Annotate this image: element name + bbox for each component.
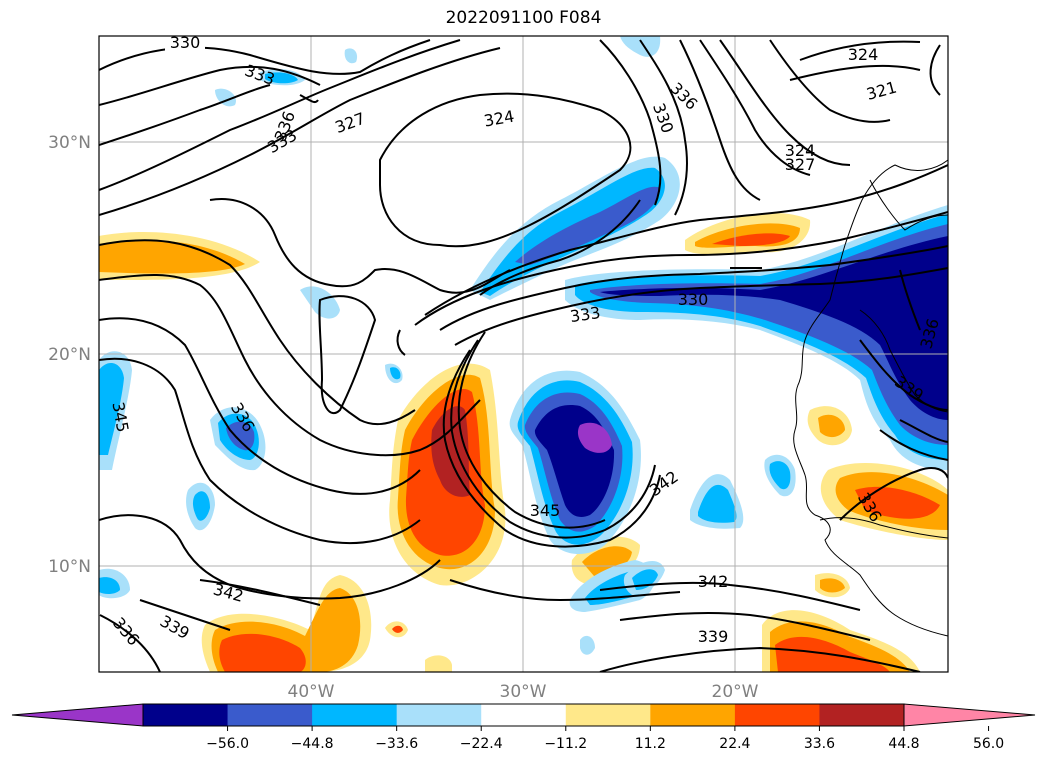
lat-label: 20°N (48, 345, 91, 365)
gridlines (99, 36, 948, 672)
lon-label: 40°W (288, 682, 335, 702)
lat-label: 10°N (48, 557, 91, 577)
colorbar-tick-label: −22.4 (460, 736, 503, 752)
colorbar-tick-label: 44.8 (888, 736, 919, 752)
lon-label: 30°W (500, 682, 547, 702)
colorbar-tick-label: −33.6 (375, 736, 418, 752)
contour-label: 324 (848, 45, 879, 64)
colorbar-cell (565, 704, 651, 726)
colorbar-frame (142, 703, 905, 727)
colorbar-cell (819, 704, 905, 726)
contour-label: 330 (170, 33, 201, 52)
colorbar-tick-label: 22.4 (719, 736, 750, 752)
colorbar-cell (227, 704, 313, 726)
contour-label: 339 (698, 627, 729, 646)
map-frame (98, 35, 949, 673)
lat-label: 30°N (48, 133, 91, 153)
colorbar-cell (143, 704, 229, 726)
colorbar-extend-high (903, 703, 1036, 727)
contour-label: 324 (785, 141, 816, 160)
contour-label: 327 (785, 155, 816, 174)
colorbar-tick-label: −56.0 (206, 736, 249, 752)
colorbar-tick-label: 33.6 (804, 736, 835, 752)
colorbar-ticks: −56.0 −44.8 −33.6 −22.4 −11.2 11.2 22.4 33.6 44.… (206, 726, 1004, 752)
lon-label: 20°W (712, 682, 759, 702)
colorbar-extend-low (11, 703, 144, 727)
colorbar-cell (650, 704, 736, 726)
colorbar-cell (481, 704, 567, 726)
colorbar-tick-label: 11.2 (635, 736, 666, 752)
contour-label: 330 (678, 290, 709, 309)
colorbar-cell (312, 704, 398, 726)
shaded-fields (99, 36, 948, 672)
colorbar: −56.0 −44.8 −33.6 −22.4 −11.2 11.2 22.4 33.6 44.… (11, 703, 1036, 752)
contour-label: 342 (698, 572, 729, 591)
longitude-labels: 40°W 30°W 20°W (288, 682, 759, 702)
latitude-labels: 30°N 20°N 10°N (48, 133, 91, 577)
colorbar-cell (734, 704, 820, 726)
colorbar-tick-label: −44.8 (291, 736, 334, 752)
cold-anomaly-east-small (580, 454, 796, 655)
cold-anomaly-central (509, 370, 641, 555)
contour-label: 333 (569, 303, 602, 326)
colorbar-cells (11, 703, 1036, 727)
contour-label: 345 (530, 501, 561, 520)
colorbar-tick-label: −11.2 (544, 736, 587, 752)
contour-lines (99, 39, 948, 672)
colorbar-tick-label: 56.0 (973, 736, 1004, 752)
colorbar-cell (396, 704, 482, 726)
map-title: 2022091100 F084 (445, 8, 602, 28)
warm-anomaly-west (99, 232, 260, 281)
warm-anomaly-east (571, 212, 948, 672)
